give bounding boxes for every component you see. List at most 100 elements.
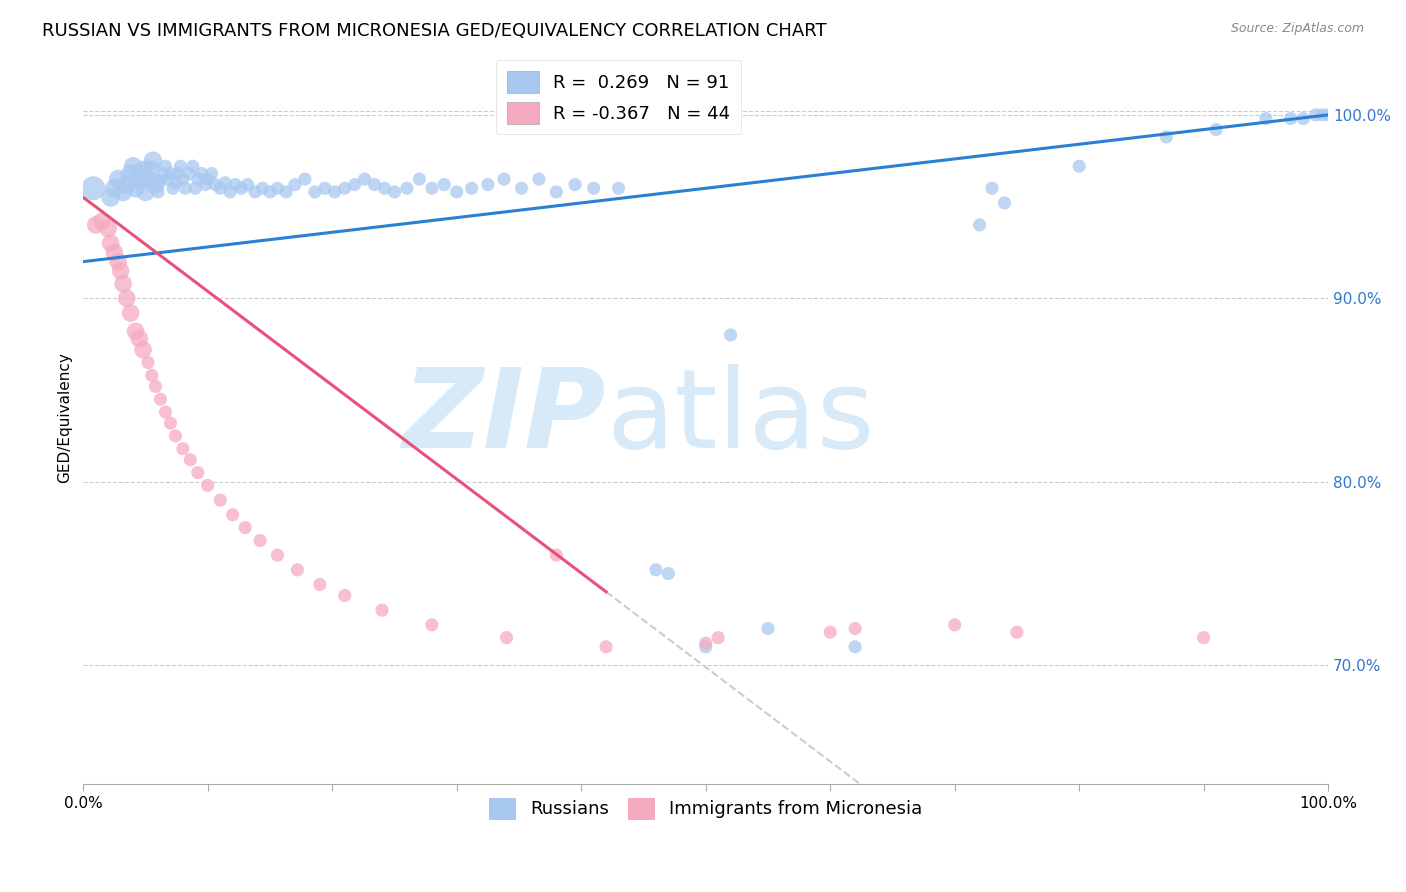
Y-axis label: GED/Equivalency: GED/Equivalency — [58, 352, 72, 483]
Point — [194, 178, 217, 192]
Point — [172, 442, 194, 456]
Point — [159, 167, 181, 181]
Point — [224, 178, 246, 192]
Point — [510, 181, 533, 195]
Point — [582, 181, 605, 195]
Point — [132, 343, 155, 357]
Point — [139, 162, 162, 177]
Point — [546, 185, 568, 199]
Point — [314, 181, 336, 195]
Point — [304, 185, 326, 199]
Point — [266, 548, 288, 562]
Point — [1069, 159, 1091, 173]
Point — [103, 245, 125, 260]
Point — [943, 617, 966, 632]
Point — [107, 172, 129, 186]
Point — [145, 178, 167, 192]
Point — [276, 185, 298, 199]
Point — [323, 185, 346, 199]
Point — [252, 181, 274, 195]
Point — [115, 178, 138, 192]
Point — [236, 178, 259, 192]
Point — [159, 416, 181, 430]
Point — [408, 172, 430, 186]
Point — [233, 520, 256, 534]
Point — [200, 167, 222, 181]
Point — [231, 181, 253, 195]
Point — [353, 172, 375, 186]
Point — [179, 452, 201, 467]
Point — [1192, 631, 1215, 645]
Point — [187, 172, 209, 186]
Point — [135, 185, 157, 199]
Point — [91, 214, 114, 228]
Point — [107, 254, 129, 268]
Point — [420, 617, 443, 632]
Point — [993, 196, 1015, 211]
Point — [374, 181, 396, 195]
Point — [124, 324, 146, 338]
Point — [645, 563, 668, 577]
Point — [1005, 625, 1028, 640]
Point — [695, 640, 717, 654]
Point — [460, 181, 482, 195]
Point — [132, 162, 155, 177]
Point — [595, 640, 617, 654]
Point — [165, 176, 187, 190]
Point — [607, 181, 630, 195]
Point — [149, 174, 172, 188]
Point — [657, 566, 679, 581]
Point — [172, 172, 194, 186]
Point — [169, 159, 191, 173]
Point — [162, 181, 184, 195]
Point — [110, 264, 132, 278]
Point — [177, 167, 200, 181]
Point — [1305, 108, 1327, 122]
Point — [190, 167, 212, 181]
Point — [294, 172, 316, 186]
Text: Source: ZipAtlas.com: Source: ZipAtlas.com — [1230, 22, 1364, 36]
Point — [197, 478, 219, 492]
Point — [219, 185, 242, 199]
Point — [165, 429, 187, 443]
Point — [420, 181, 443, 195]
Point — [156, 172, 179, 186]
Point — [1205, 122, 1227, 136]
Point — [384, 185, 406, 199]
Point — [695, 636, 717, 650]
Point — [184, 181, 207, 195]
Point — [103, 181, 125, 195]
Point — [146, 185, 169, 199]
Legend: Russians, Immigrants from Micronesia: Russians, Immigrants from Micronesia — [482, 790, 929, 827]
Point — [141, 368, 163, 383]
Point — [266, 181, 288, 195]
Point — [181, 159, 204, 173]
Point — [128, 332, 150, 346]
Point — [546, 548, 568, 562]
Point — [844, 640, 866, 654]
Point — [174, 181, 197, 195]
Point — [707, 631, 730, 645]
Text: RUSSIAN VS IMMIGRANTS FROM MICRONESIA GED/EQUIVALENCY CORRELATION CHART: RUSSIAN VS IMMIGRANTS FROM MICRONESIA GE… — [42, 22, 827, 40]
Point — [142, 153, 165, 168]
Point — [136, 355, 159, 369]
Point — [155, 159, 177, 173]
Point — [152, 167, 174, 181]
Point — [1317, 108, 1340, 122]
Point — [243, 185, 266, 199]
Point — [209, 493, 232, 508]
Point — [395, 181, 418, 195]
Point — [214, 176, 236, 190]
Point — [371, 603, 394, 617]
Point — [564, 178, 586, 192]
Point — [477, 178, 499, 192]
Point — [343, 178, 366, 192]
Point — [115, 291, 138, 305]
Point — [1310, 108, 1333, 122]
Point — [844, 622, 866, 636]
Point — [82, 181, 104, 195]
Point — [284, 178, 307, 192]
Text: atlas: atlas — [606, 364, 875, 471]
Point — [363, 178, 385, 192]
Point — [1279, 112, 1302, 126]
